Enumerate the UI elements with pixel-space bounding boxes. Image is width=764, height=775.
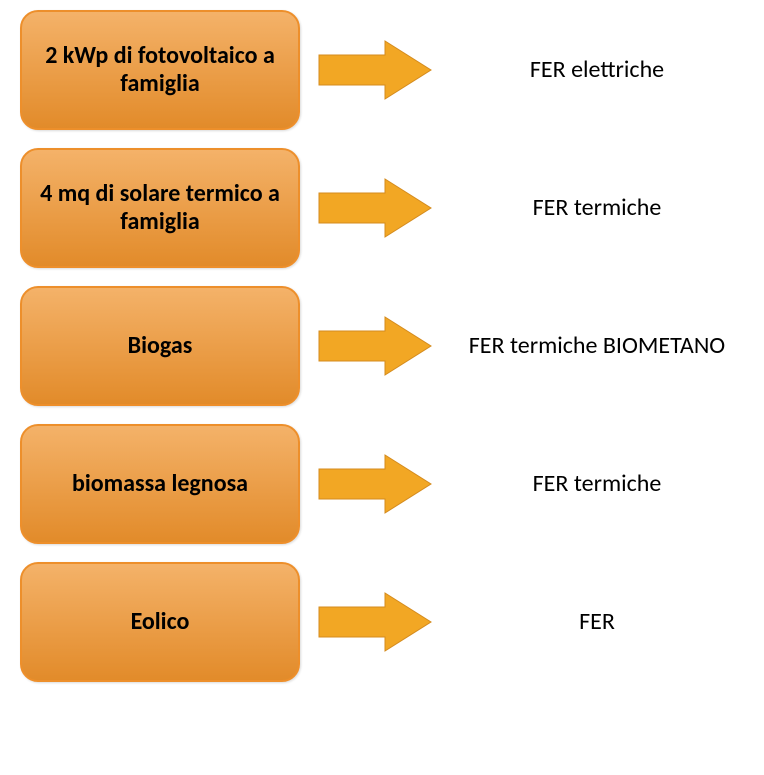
source-box: biomassa legnosa: [20, 424, 300, 544]
arrow-wrap: [300, 589, 450, 655]
arrow-right-icon: [315, 451, 435, 517]
diagram-canvas: 2 kWp di fotovoltaico a famiglia FER ele…: [0, 0, 764, 775]
arrow-right-icon: [315, 175, 435, 241]
category-label: FER termiche BIOMETANO: [450, 332, 744, 361]
arrow-wrap: [300, 37, 450, 103]
arrow-wrap: [300, 175, 450, 241]
diagram-row: Biogas FER termiche BIOMETANO: [20, 286, 744, 406]
category-label: FER elettriche: [450, 56, 744, 85]
category-label: FER: [450, 608, 744, 637]
source-box: 4 mq di solare termico a famiglia: [20, 148, 300, 268]
category-label: FER termiche: [450, 470, 744, 499]
box-text: Biogas: [128, 332, 193, 360]
source-box: Biogas: [20, 286, 300, 406]
source-box: 2 kWp di fotovoltaico a famiglia: [20, 10, 300, 130]
label-text: FER termiche BIOMETANO: [469, 331, 725, 360]
label-text: FER: [579, 607, 615, 636]
arrow-right-icon: [315, 589, 435, 655]
arrow-right-icon: [315, 313, 435, 379]
diagram-row: Eolico FER: [20, 562, 744, 682]
box-text: 2 kWp di fotovoltaico a famiglia: [36, 42, 284, 97]
label-text: FER elettriche: [530, 55, 664, 84]
diagram-row: 2 kWp di fotovoltaico a famiglia FER ele…: [20, 10, 744, 130]
arrow-right-icon: [315, 37, 435, 103]
diagram-row: biomassa legnosa FER termiche: [20, 424, 744, 544]
label-text: FER termiche: [533, 193, 662, 222]
category-label: FER termiche: [450, 194, 744, 223]
arrow-wrap: [300, 313, 450, 379]
box-text: biomassa legnosa: [72, 470, 248, 498]
diagram-row: 4 mq di solare termico a famiglia FER te…: [20, 148, 744, 268]
box-text: 4 mq di solare termico a famiglia: [36, 180, 284, 235]
box-text: Eolico: [131, 608, 190, 636]
source-box: Eolico: [20, 562, 300, 682]
arrow-wrap: [300, 451, 450, 517]
label-text: FER termiche: [533, 469, 662, 498]
